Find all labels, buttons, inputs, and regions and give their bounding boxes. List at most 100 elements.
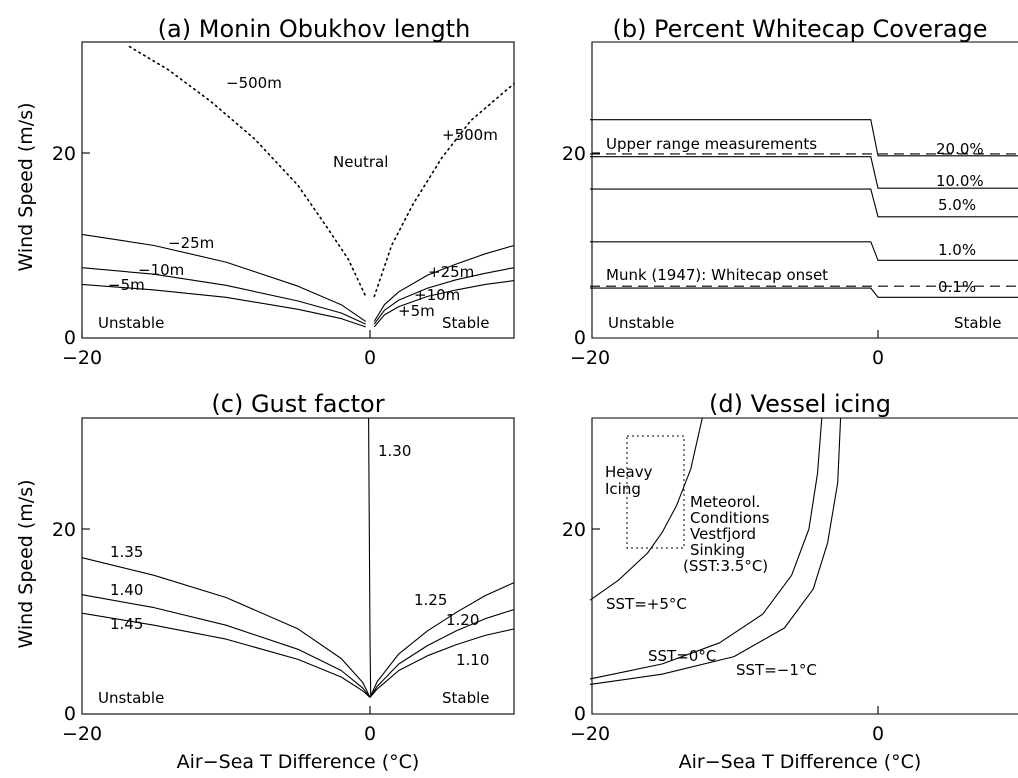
panel-d-ytick-label: 0 [574,703,586,725]
panel-c-lines [81,417,515,698]
label-conditions: Conditions [690,509,770,527]
series-line-0-1 [590,287,1018,298]
label-vestfjord: Vestfjord [690,525,756,543]
label-upper-range: Upper range measurements [606,135,817,153]
label-munk-onset: Munk (1947): Whitecap onset [606,266,828,284]
label-plus-25m: +25m [428,263,474,281]
series-line-1-10 [369,628,515,698]
label-minus-500m: −500m [226,74,282,92]
label-20pct: 20.0% [936,140,984,158]
series-line-20-0 [590,119,1018,157]
panel-c-frame [81,417,515,715]
panel-d-xtick-label: −20 [570,723,610,745]
label-stable: Stable [442,314,490,332]
label-stable: Stable [954,314,1002,332]
label-gust-1-10: 1.10 [456,651,489,669]
series-line-1-40 [81,594,371,698]
label-sst-3-5: (SST:3.5°C) [683,557,768,575]
label-sst-plus5: SST=+5°C [606,595,687,613]
panel-d-xlabel: Air−Sea T Difference (°C) [679,751,922,773]
series-line-sst-5-c [589,417,703,601]
label-unstable: Unstable [608,314,674,332]
panel-a-ytick-label: 0 [64,327,76,349]
series-line-5m [373,280,515,328]
panel-c-ylabel: Wind Speed (m/s) [15,479,37,648]
label-10pct: 10.0% [936,172,984,190]
panel-a-ytick-label: 20 [52,143,76,165]
label-unstable: Unstable [98,314,164,332]
label-5pct: 5.0% [938,196,976,214]
panel-c-ytick-label: 0 [64,703,76,725]
panel-a-lines [81,45,515,328]
panel-a: (a) Monin Obukhov length Wind Speed (m/s… [15,15,515,369]
series-line-1-35 [81,557,371,698]
label-gust-1-45: 1.45 [110,615,143,633]
label-neutral: Neutral [333,153,388,171]
label-gust-1-40: 1.40 [110,581,143,599]
label-minus-10m: −10m [138,261,184,279]
label-1pct: 1.0% [938,241,976,259]
panel-b-frame [591,41,1018,339]
label-plus-500m: +500m [442,126,498,144]
panel-b-xtick-label: 0 [872,347,884,369]
label-minus-25m: −25m [168,234,214,252]
panel-a-frame [81,41,515,339]
series-line-1-0 [590,241,1018,261]
label-sinking: Sinking [690,541,745,559]
label-0-1pct: 0.1% [938,278,976,296]
label-heavy: Heavy [605,463,653,481]
label-unstable: Unstable [98,689,164,707]
series-line-sst-1-c [589,417,842,685]
label-sst-minus1: SST=−1°C [736,661,817,679]
panel-a-xtick-label: 0 [364,347,376,369]
panel-b-ytick-label: 20 [562,143,586,165]
series-line-5m [81,283,366,328]
series-line-1-25 [369,582,515,698]
panel-d-xtick-label: 0 [872,723,884,745]
series-line-1-45 [81,612,371,698]
series-line-sst-0-c [589,417,823,680]
label-minus-5m: −5m [108,276,145,294]
panel-a-xtick-label: −20 [62,347,102,369]
series-line-5-0 [590,188,1018,218]
panel-b-lines [590,119,1018,298]
panel-c-xtick-label: −20 [62,723,102,745]
label-gust-1-25: 1.25 [414,591,447,609]
panel-c: (c) Gust factor Wind Speed (m/s) −20 0 0… [15,390,515,773]
panel-d: (d) Vessel icing −20 0 0 20 Air−Sea T Di… [562,390,1018,773]
panel-d-frame [591,417,1018,715]
label-sst-0: SST=0°C [648,647,716,665]
panel-b-ytick-label: 0 [574,327,586,349]
label-icing: Icing [605,480,641,498]
panel-b-xtick-label: −20 [570,347,610,369]
label-gust-1-30: 1.30 [378,442,411,460]
series-line-10m [373,267,515,325]
series-line-10m [81,267,366,325]
panel-d-title: (d) Vessel icing [709,390,891,418]
panel-b: (b) Percent Whitecap Coverage −20 0 0 20… [562,15,1018,369]
panel-c-title: (c) Gust factor [211,390,384,418]
series-line-25m [373,244,515,322]
series-line-25m [81,233,367,322]
label-plus-5m: +5m [398,302,435,320]
label-meteorol: Meteorol. [690,493,760,511]
panel-a-title: (a) Monin Obukhov length [158,15,471,43]
panel-b-title: (b) Percent Whitecap Coverage [612,15,987,43]
series-line-10-0 [590,156,1018,189]
series-line-1-30 [368,417,372,696]
label-plus-10m: +10m [414,286,460,304]
series-line-500m [373,82,515,298]
panel-c-ytick-label: 20 [52,519,76,541]
series-line-500m [128,45,367,298]
panel-a-ylabel: Wind Speed (m/s) [15,102,37,271]
heavy-icing-region [626,435,685,549]
label-gust-1-20: 1.20 [446,611,479,629]
label-stable: Stable [442,689,490,707]
panel-c-xlabel: Air−Sea T Difference (°C) [177,751,420,773]
panel-d-ytick-label: 20 [562,519,586,541]
series-line-1-20 [369,608,515,698]
label-gust-1-35: 1.35 [110,543,143,561]
panel-c-xtick-label: 0 [364,723,376,745]
panel-d-lines [589,417,842,685]
